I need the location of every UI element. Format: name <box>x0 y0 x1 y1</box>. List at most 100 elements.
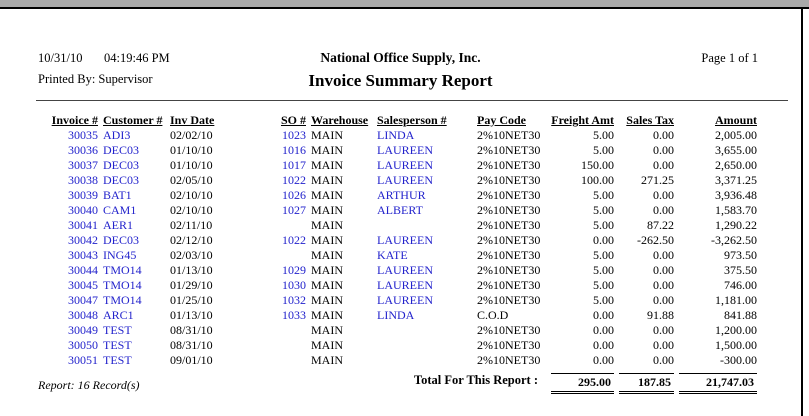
customer-number[interactable]: TEST <box>103 338 132 352</box>
invoice-number[interactable]: 30049 <box>68 323 98 337</box>
warehouse: MAIN <box>311 203 343 217</box>
customer-number[interactable]: DEC03 <box>103 143 139 157</box>
column-header-salesperson: Salesperson # <box>377 113 447 127</box>
invoice-number[interactable]: 30043 <box>68 248 98 262</box>
sales-tax: -262.50 <box>637 233 674 247</box>
so-number[interactable]: 1022 <box>282 173 306 187</box>
so-number[interactable]: 1016 <box>282 143 306 157</box>
inv-date: 02/10/10 <box>170 203 213 217</box>
customer-number[interactable]: TMO14 <box>103 263 142 277</box>
salesperson <box>372 338 472 353</box>
sales-tax: 0.00 <box>653 128 674 142</box>
customer-number[interactable]: ING45 <box>103 248 137 262</box>
sales-tax: 91.88 <box>647 308 674 322</box>
invoice-number[interactable]: 30035 <box>68 128 98 142</box>
customer-number[interactable]: TEST <box>103 323 132 337</box>
page-number: Page 1 of 1 <box>701 51 758 65</box>
inv-date: 02/03/10 <box>170 248 213 262</box>
amount: -300.00 <box>720 353 757 367</box>
customer-number[interactable]: DEC03 <box>103 173 139 187</box>
header-divider <box>36 100 788 101</box>
so-number[interactable]: 1017 <box>282 158 306 172</box>
invoice-number[interactable]: 30048 <box>68 308 98 322</box>
customer-number[interactable]: TEST <box>103 353 132 367</box>
sales-tax: 0.00 <box>653 203 674 217</box>
salesperson[interactable]: ALBERT <box>377 203 423 217</box>
salesperson[interactable]: LINDA <box>377 308 415 322</box>
salesperson[interactable]: LAUREEN <box>377 233 433 247</box>
so-number[interactable]: 1027 <box>282 203 306 217</box>
salesperson[interactable]: LAUREEN <box>377 173 433 187</box>
inv-date: 02/12/10 <box>170 233 213 247</box>
invoice-number[interactable]: 30050 <box>68 338 98 352</box>
invoice-row: 30049 TEST 08/31/10 MAIN 2%10NET30 0.00 0.00 1,… <box>36 323 757 338</box>
so-number[interactable]: 1026 <box>282 188 306 202</box>
invoice-number[interactable]: 30047 <box>68 293 98 307</box>
salesperson[interactable]: LAUREEN <box>377 158 433 172</box>
customer-number[interactable]: ARC1 <box>103 308 134 322</box>
page-right-edge <box>801 9 803 416</box>
column-header-so-number: SO # <box>280 113 306 127</box>
freight-amt: 100.00 <box>581 173 614 187</box>
customer-number[interactable]: TMO14 <box>103 278 142 292</box>
invoice-number[interactable]: 30044 <box>68 263 98 277</box>
amount: -3,262.50 <box>711 233 757 247</box>
pay-code: 2%10NET30 <box>477 263 541 277</box>
so-number[interactable]: 1022 <box>282 233 306 247</box>
so-number <box>244 323 306 338</box>
invoice-number[interactable]: 30041 <box>68 218 98 232</box>
inv-date: 01/29/10 <box>170 278 213 292</box>
invoice-number[interactable]: 30040 <box>68 203 98 217</box>
pay-code: 2%10NET30 <box>477 248 541 262</box>
amount: 1,181.00 <box>715 293 757 307</box>
invoice-number[interactable]: 30036 <box>68 143 98 157</box>
pay-code: 2%10NET30 <box>477 173 541 187</box>
invoice-summary-table: Invoice # Customer # Inv Date SO # Warehouse… <box>36 110 757 394</box>
salesperson[interactable]: LAUREEN <box>377 278 433 292</box>
pay-code: C.O.D <box>477 308 509 322</box>
invoice-row: 30041 AER1 02/11/10 MAIN 2%10NET30 5.00 87.22 1… <box>36 218 757 233</box>
customer-number[interactable]: AER1 <box>103 218 133 232</box>
so-number[interactable]: 1023 <box>282 128 306 142</box>
invoice-number[interactable]: 30045 <box>68 278 98 292</box>
invoice-number[interactable]: 30039 <box>68 188 98 202</box>
customer-number[interactable]: CAM1 <box>103 203 137 217</box>
so-number[interactable]: 1033 <box>282 308 306 322</box>
amount: 1,200.00 <box>715 323 757 337</box>
salesperson[interactable]: LAUREEN <box>377 143 433 157</box>
invoice-number[interactable]: 30051 <box>68 353 98 367</box>
invoice-row: 30040 CAM1 02/10/10 1027 MAIN ALBERT 2%10NET30… <box>36 203 757 218</box>
customer-number[interactable]: ADI3 <box>103 128 131 142</box>
warehouse: MAIN <box>311 323 343 337</box>
customer-number[interactable]: DEC03 <box>103 158 139 172</box>
so-number[interactable]: 1032 <box>282 293 306 307</box>
sales-tax: 0.00 <box>653 353 674 367</box>
salesperson[interactable]: LINDA <box>377 128 415 142</box>
freight-amt: 150.00 <box>581 158 614 172</box>
customer-number[interactable]: TMO14 <box>103 293 142 307</box>
invoice-number[interactable]: 30042 <box>68 233 98 247</box>
invoice-number[interactable]: 30037 <box>68 158 98 172</box>
salesperson[interactable]: LAUREEN <box>377 263 433 277</box>
invoice-row: 30036 DEC03 01/10/10 1016 MAIN LAUREEN 2%10NET… <box>36 143 757 158</box>
salesperson[interactable]: LAUREEN <box>377 293 433 307</box>
so-number[interactable]: 1030 <box>282 278 306 292</box>
warehouse: MAIN <box>311 188 343 202</box>
inv-date: 01/13/10 <box>170 308 213 322</box>
customer-number[interactable]: DEC03 <box>103 233 139 247</box>
total-label: Total For This Report : <box>413 373 538 387</box>
salesperson[interactable]: KATE <box>377 248 408 262</box>
invoice-row: 30043 ING45 02/03/10 MAIN KATE 2%10NET30 5.00 0… <box>36 248 757 263</box>
window-titlebar <box>0 0 809 7</box>
inv-date: 02/02/10 <box>170 128 213 142</box>
customer-number[interactable]: BAT1 <box>103 188 132 202</box>
so-number[interactable]: 1029 <box>282 263 306 277</box>
pay-code: 2%10NET30 <box>477 233 541 247</box>
report-page: 10/31/10 04:19:46 PM National Office Sup… <box>0 9 801 416</box>
total-sales-tax: 187.85 <box>619 373 674 394</box>
column-header-pay-code: Pay Code <box>477 113 526 127</box>
salesperson[interactable]: ARTHUR <box>377 188 426 202</box>
invoice-number[interactable]: 30038 <box>68 173 98 187</box>
invoice-row: 30035 ADI3 02/02/10 1023 MAIN LINDA 2%10NET30 5… <box>36 128 757 143</box>
sales-tax: 0.00 <box>653 158 674 172</box>
